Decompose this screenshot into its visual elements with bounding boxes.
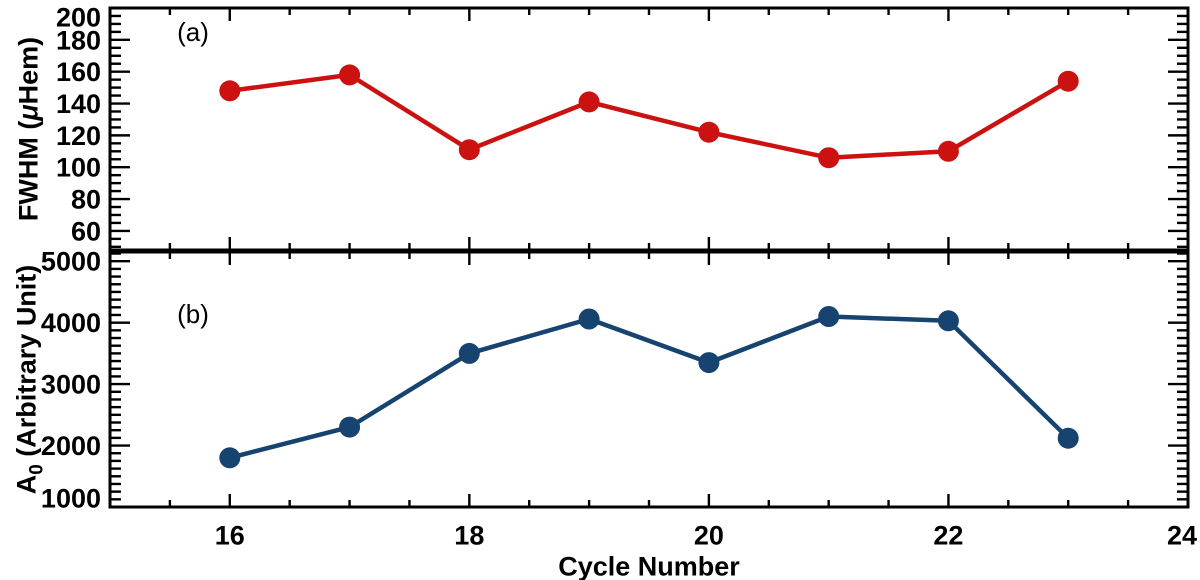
x-tick-label: 18 — [454, 520, 484, 550]
y-tick-label: 160 — [56, 57, 101, 87]
x-axis-title: Cycle Number — [558, 551, 740, 580]
data-point-marker — [578, 308, 600, 330]
data-line — [229, 72, 1070, 160]
panel-letter: (a) — [177, 17, 209, 47]
tick-marks — [111, 6, 1190, 249]
data-point-marker — [937, 140, 959, 162]
data-point-marker — [698, 121, 720, 143]
x-tick-label: 20 — [694, 520, 724, 550]
y-tick-label: 5000 — [41, 247, 101, 277]
y-tick-label: 3000 — [41, 370, 101, 400]
data-line — [229, 314, 1070, 460]
panel-letter: (b) — [177, 299, 209, 329]
y-tick-label: 140 — [56, 89, 101, 119]
y-axis-title: FWHM (μHem) — [13, 37, 43, 221]
y-tick-label: 80 — [71, 185, 101, 215]
data-point-marker — [1057, 70, 1079, 92]
data-point-marker — [339, 416, 361, 438]
tick-marks — [111, 252, 1190, 509]
data-point-marker — [219, 80, 241, 102]
axis-frame — [108, 6, 1190, 252]
data-point-marker — [818, 306, 840, 327]
series-a0 — [219, 306, 1079, 469]
x-tick-label: 16 — [215, 520, 245, 550]
y-tick-label: 180 — [56, 25, 101, 55]
y-tick-label: 60 — [71, 216, 101, 246]
data-point-marker — [937, 310, 959, 332]
y-tick-label: 1000 — [41, 483, 101, 513]
series-fwhm — [219, 64, 1079, 169]
data-point-marker — [458, 139, 480, 161]
data-point-marker — [1057, 427, 1079, 449]
y-tick-label: 100 — [56, 153, 101, 183]
y-tick-label: 120 — [56, 121, 101, 151]
y-tick-label: 200 — [56, 2, 101, 32]
x-tick-label: 24 — [1167, 520, 1197, 550]
x-tick-label: 22 — [933, 520, 963, 550]
data-point-marker — [698, 352, 720, 374]
data-point-marker — [578, 91, 600, 113]
data-point-marker — [458, 342, 480, 364]
axis-frame — [108, 250, 1190, 509]
y-tick-label: 2000 — [41, 431, 101, 461]
data-point-marker — [339, 64, 361, 86]
data-point-marker — [818, 147, 840, 169]
y-tick-label: 4000 — [41, 308, 101, 338]
y-axis-title: A0 (Arbitrary Unit) — [11, 265, 47, 495]
data-point-marker — [219, 447, 241, 469]
